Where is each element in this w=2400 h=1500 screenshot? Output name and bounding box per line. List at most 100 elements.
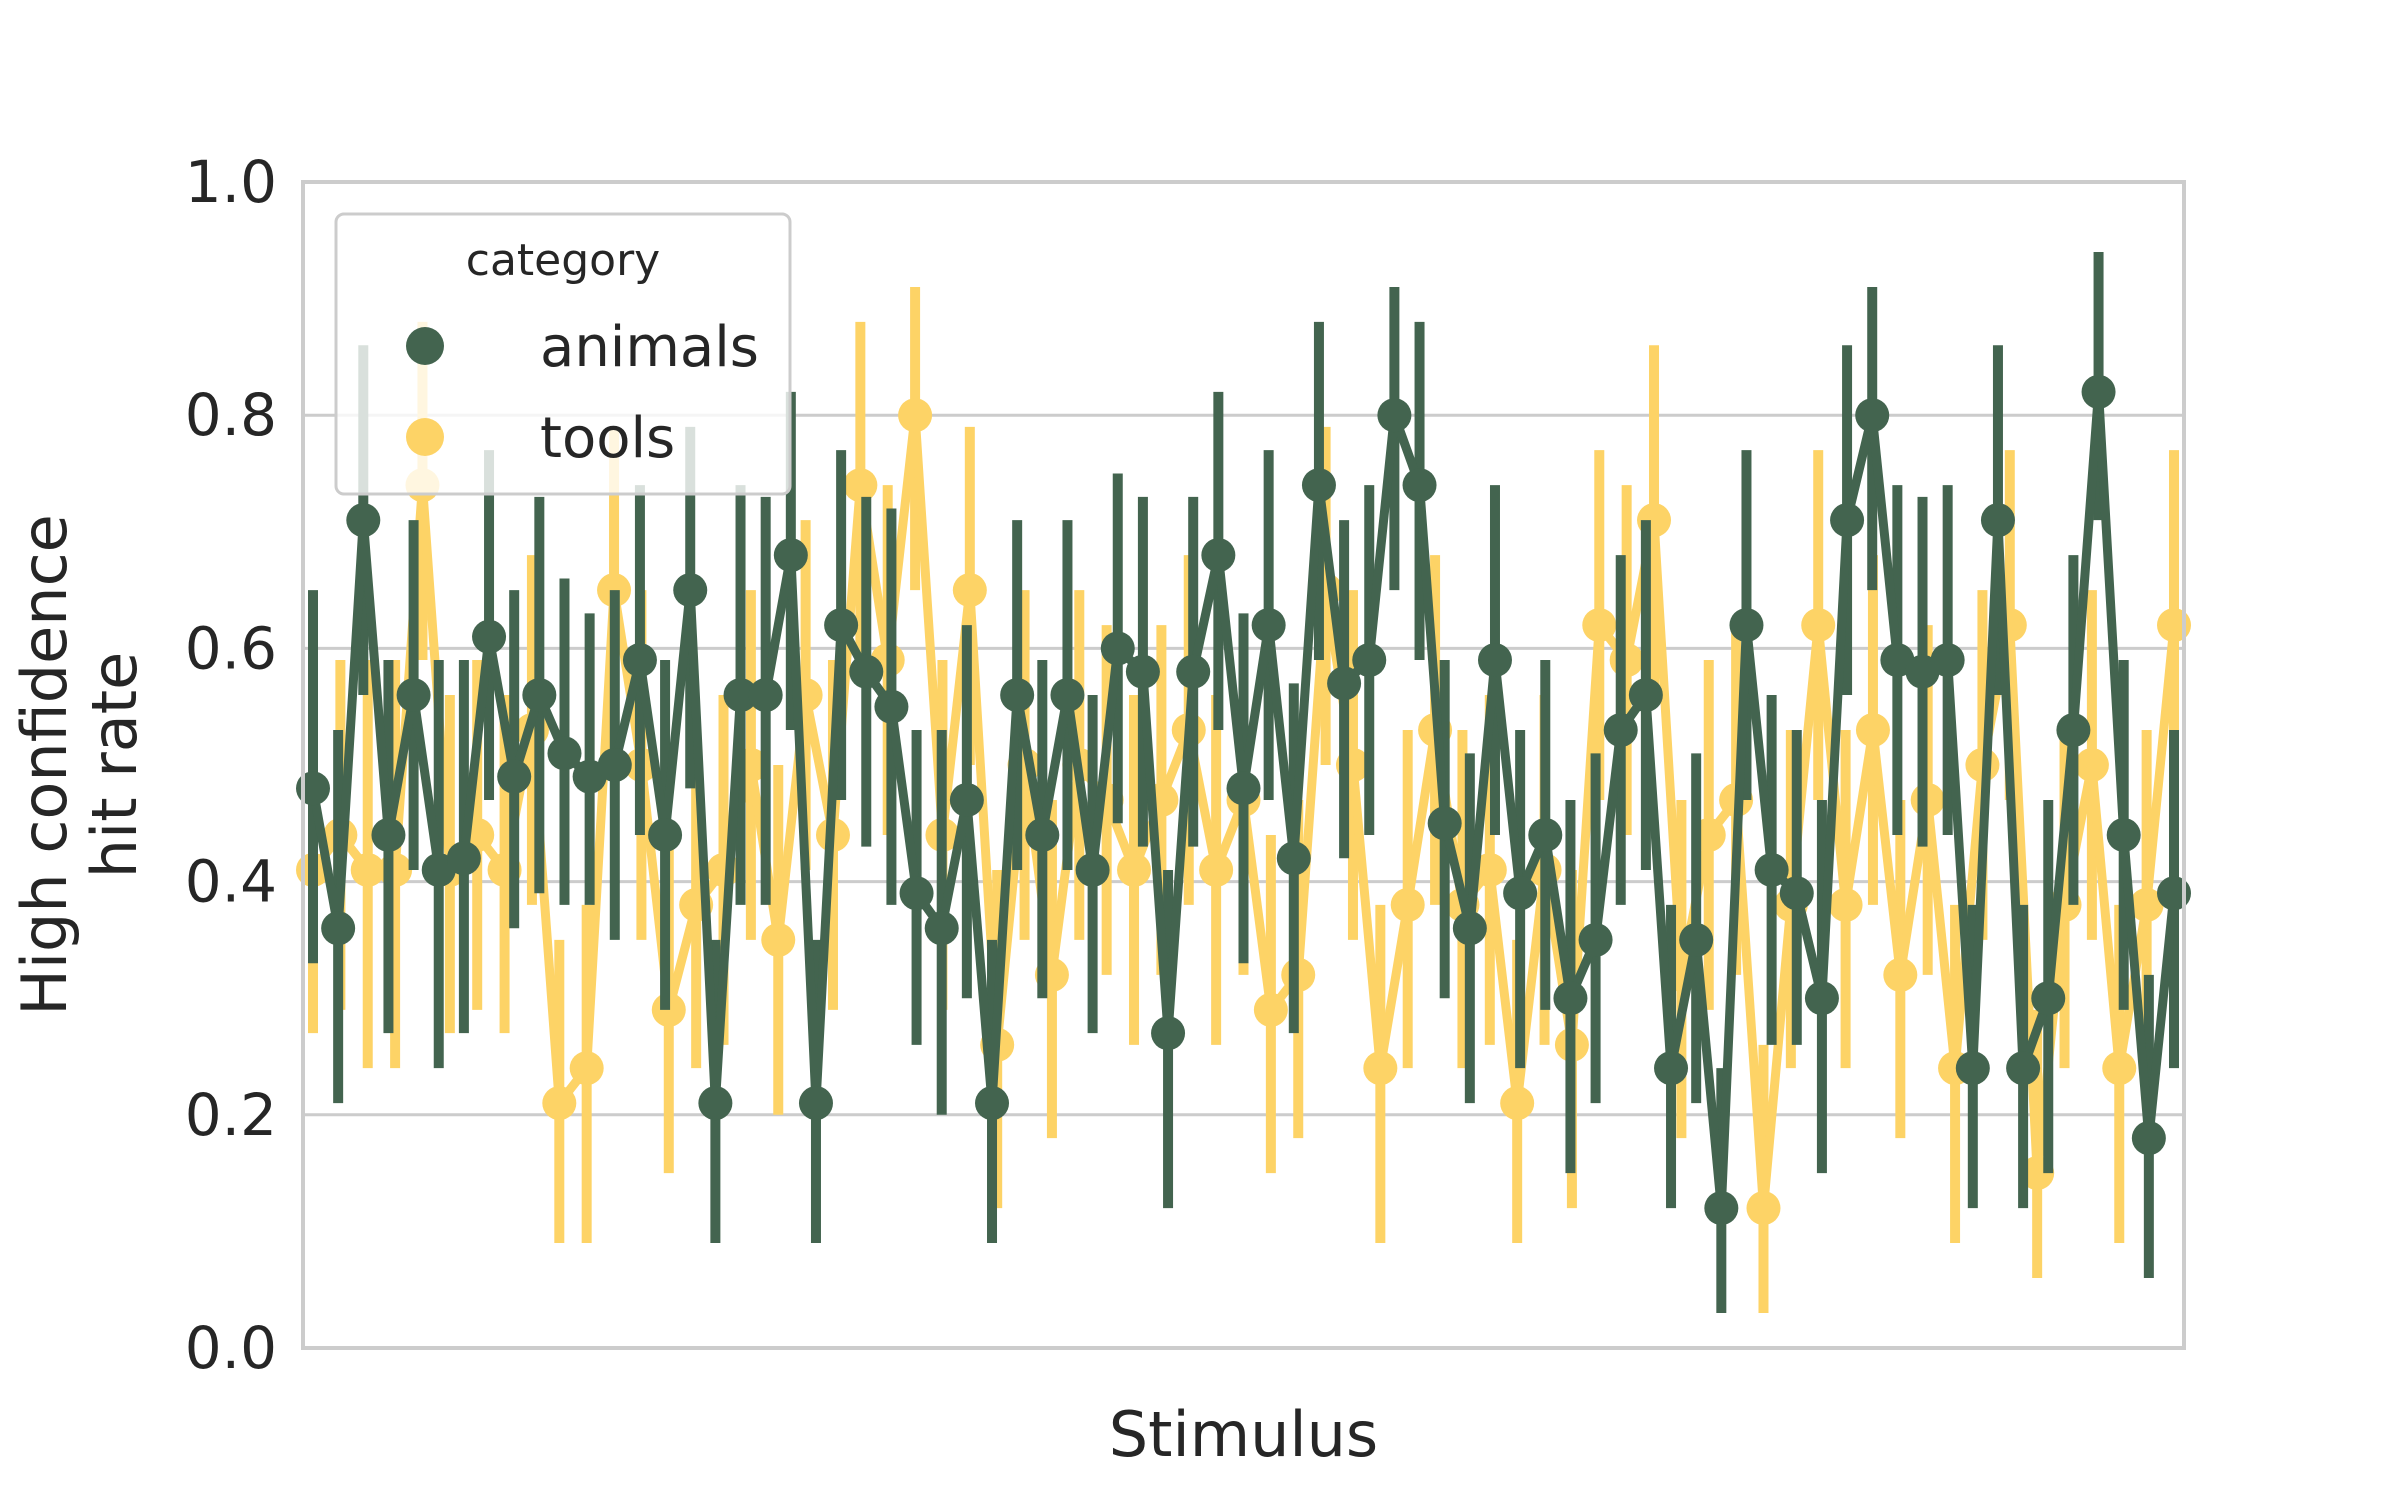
animals-point	[2131, 1121, 2166, 1156]
animals-point	[1226, 771, 1261, 806]
tools-point	[1910, 782, 1945, 817]
animals-point	[597, 748, 632, 782]
animals-point	[1729, 608, 1764, 643]
animals-point	[1930, 643, 1965, 678]
animals-point	[1553, 981, 1588, 1016]
legend: category animals tools	[334, 212, 792, 496]
animals-point	[1779, 876, 1814, 911]
tools-point	[843, 468, 878, 503]
plot-frame	[301, 180, 2186, 1350]
tools-point	[1746, 1191, 1781, 1226]
animals-point	[949, 782, 984, 817]
tools-point	[2129, 887, 2164, 922]
animals-point	[1855, 398, 1890, 433]
tools-point	[1500, 1086, 1535, 1121]
animals-point	[1955, 1051, 1990, 1086]
tools-point	[2102, 1051, 2137, 1086]
tools-point	[350, 852, 385, 887]
animals-point	[798, 1086, 833, 1121]
tools-point	[1472, 852, 1507, 887]
tools-point	[378, 852, 413, 887]
animals-point	[1276, 841, 1311, 876]
tools-point	[1883, 957, 1918, 992]
animals-point	[773, 538, 808, 573]
animals-point	[1679, 922, 1714, 957]
y-axis-label-line-2: hit rate	[78, 652, 151, 878]
tools-point	[569, 1051, 604, 1086]
animals-point	[472, 619, 507, 654]
animals-point	[2056, 713, 2091, 748]
animals-point	[1603, 713, 1638, 748]
animals-point	[1704, 1191, 1739, 1226]
animals-point	[446, 841, 481, 876]
y-tick-label: 0.4	[185, 848, 277, 916]
tools-point	[1609, 643, 1644, 678]
animals-point	[849, 654, 884, 689]
animals-point	[1050, 678, 1085, 713]
animals-point	[1804, 981, 1839, 1016]
y-tick-label: 0.6	[185, 614, 277, 682]
animals-point	[723, 678, 758, 713]
animals-point	[396, 678, 431, 713]
animals-point	[1075, 852, 1110, 887]
legend-marker-animals	[406, 327, 444, 365]
animals-point	[522, 678, 557, 713]
animals-point	[1176, 654, 1211, 689]
tools-point	[1801, 608, 1836, 643]
animals-point	[1251, 608, 1286, 643]
legend-box	[334, 212, 792, 496]
animals-point	[2081, 374, 2116, 409]
animals-point	[1301, 468, 1336, 503]
y-axis-label-line-1: High confidence	[8, 514, 81, 1016]
legend-marker-tools	[406, 418, 444, 456]
animals-point	[2006, 1051, 2041, 1086]
animals-point	[1528, 817, 1563, 852]
animals-point	[748, 678, 783, 713]
animals-point	[1352, 643, 1387, 678]
animals-point	[1654, 1051, 1689, 1086]
animals-point	[321, 911, 356, 946]
animals-point	[673, 573, 708, 608]
animals-point	[648, 817, 683, 852]
animals-point	[1503, 876, 1538, 911]
animals-point	[874, 689, 909, 724]
animals-point	[371, 817, 406, 852]
animals-point	[1830, 503, 1865, 538]
animals-point	[622, 643, 657, 678]
animals-point	[2031, 981, 2066, 1016]
animals-point	[1000, 678, 1035, 713]
animals-point	[1151, 1016, 1186, 1051]
animals-point	[1201, 538, 1236, 573]
series-animals	[296, 251, 2191, 1314]
tools-point	[898, 398, 933, 433]
y-tick-label: 0.8	[185, 381, 277, 449]
tools-point	[2074, 748, 2109, 782]
tools-point	[1828, 887, 1863, 922]
tools-point	[1253, 992, 1288, 1027]
animals-point	[698, 1086, 733, 1121]
animals-point	[1477, 643, 1512, 678]
animals-point	[1427, 806, 1462, 841]
y-tick-labels: 0.0 0.2 0.4 0.6 0.8 1.0	[185, 148, 277, 1382]
animals-point	[1452, 911, 1487, 946]
animals-point	[1125, 654, 1160, 689]
tools-point	[1390, 887, 1425, 922]
animals-point	[1327, 666, 1362, 701]
animals-point	[1100, 631, 1135, 666]
legend-label-tools: tools	[540, 406, 675, 471]
y-tick-label: 0.2	[185, 1081, 277, 1149]
animals-point	[1578, 922, 1613, 957]
animals-point	[824, 608, 859, 643]
tools-point	[952, 573, 987, 608]
animals-point	[1628, 678, 1663, 713]
y-tick-label: 1.0	[185, 148, 277, 216]
animals-point	[899, 876, 934, 911]
animals-point	[547, 736, 582, 771]
tools-point	[1117, 852, 1152, 887]
x-axis-label: Stimulus	[1109, 1398, 1378, 1471]
animals-point	[1025, 817, 1060, 852]
animals-point	[2106, 817, 2141, 852]
legend-title: category	[466, 235, 660, 286]
animals-point	[346, 503, 381, 538]
